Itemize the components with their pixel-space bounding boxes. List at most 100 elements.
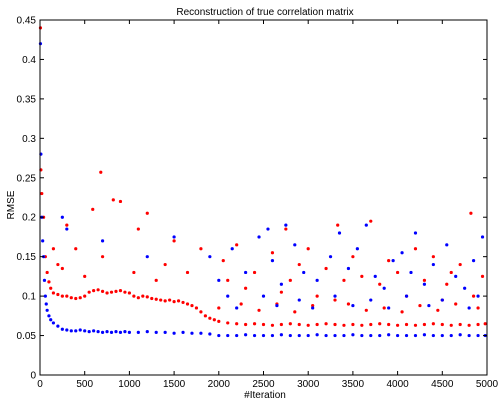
data-point-s0-47: [235, 322, 239, 326]
data-point-s1-18: [83, 329, 87, 333]
data-point-s0-42: [203, 314, 207, 318]
x-tick-label-7: 3500: [342, 379, 365, 390]
data-point-s0-140: [436, 308, 440, 312]
data-point-s0-20: [105, 291, 109, 295]
data-point-s0-109: [480, 274, 485, 278]
data-point-s1-65: [458, 333, 462, 337]
y-tick-label-5: 0.25: [17, 173, 37, 184]
data-point-s1-31: [154, 330, 158, 334]
data-point-s0-34: [168, 298, 172, 302]
data-point-s0-10: [60, 294, 64, 298]
data-point-s0-120: [56, 262, 60, 267]
data-point-s1-29: [136, 330, 140, 334]
data-point-s1-47: [297, 333, 301, 338]
data-point-s0-12: [69, 296, 73, 300]
data-point-s0-32: [159, 298, 163, 302]
data-point-s0-24: [123, 290, 127, 294]
data-point-s0-39: [190, 303, 194, 308]
data-point-s1-82: [355, 247, 359, 251]
data-point-s0-25: [127, 291, 131, 295]
data-point-s1-6: [43, 294, 47, 298]
data-point-s0-29: [145, 295, 149, 299]
data-point-s1-12: [56, 324, 60, 328]
data-point-s0-43: [208, 316, 212, 320]
data-point-s1-16: [74, 329, 78, 333]
data-point-s1-71: [266, 227, 270, 231]
x-tick-label-0: 0: [37, 379, 43, 390]
data-point-s0-40: [194, 306, 199, 310]
data-point-s0-19: [100, 289, 105, 293]
y-tick-label-9: 0.45: [17, 16, 37, 27]
data-point-s0-17: [92, 288, 96, 293]
data-point-s0-75: [483, 322, 487, 326]
x-tick-label-5: 2500: [252, 379, 275, 390]
data-point-s0-48: [244, 322, 248, 327]
data-point-s1-60: [413, 333, 418, 338]
data-point-s1-99: [279, 282, 283, 286]
data-point-s1-86: [208, 255, 212, 259]
data-point-s0-100: [163, 262, 167, 267]
x-axis-label: #Iteration: [244, 390, 286, 401]
data-point-s1-48: [306, 333, 310, 338]
data-point-s1-112: [235, 306, 239, 310]
data-point-s0-27: [136, 296, 140, 300]
data-point-s1-70: [65, 227, 69, 231]
data-point-s1-54: [360, 333, 364, 338]
data-point-s1-103: [463, 286, 467, 290]
data-point-s1-114: [311, 306, 315, 310]
data-point-s1-87: [270, 259, 275, 263]
data-point-s1-37: [208, 332, 212, 336]
data-point-s0-83: [369, 219, 373, 223]
data-point-s1-83: [400, 251, 404, 255]
data-point-s1-88: [328, 255, 333, 259]
data-point-s0-78: [111, 198, 115, 202]
data-point-s0-138: [364, 308, 368, 312]
data-point-s1-80: [293, 243, 297, 247]
data-point-s0-106: [185, 270, 190, 275]
y-tick-label-6: 0.3: [22, 134, 36, 145]
data-point-s0-15: [83, 294, 87, 298]
data-point-s1-91: [471, 259, 476, 263]
data-point-s0-30: [150, 296, 154, 301]
data-point-s1-84: [445, 243, 449, 247]
data-point-s1-9: [47, 314, 51, 318]
x-tick-label-3: 1500: [163, 379, 186, 390]
x-tick-label-1: 500: [76, 379, 93, 390]
data-point-s1-56: [378, 333, 382, 338]
y-tick-label-1: 0.05: [17, 331, 37, 342]
data-point-s1-105: [261, 294, 266, 298]
data-point-s0-97: [387, 259, 391, 263]
data-point-s0-8: [51, 291, 56, 295]
data-point-s1-22: [100, 330, 105, 334]
data-point-s1-97: [454, 274, 458, 278]
data-point-s1-110: [440, 298, 444, 302]
data-point-s0-92: [270, 251, 275, 255]
data-point-s1-108: [369, 298, 373, 302]
data-point-s0-107: [252, 270, 257, 275]
data-point-s1-77: [257, 235, 261, 239]
data-point-s1-20: [92, 329, 96, 333]
data-point-s0-124: [333, 298, 337, 302]
data-point-s1-19: [87, 330, 91, 334]
data-point-s0-46: [226, 321, 230, 325]
data-point-s1-40: [235, 333, 239, 338]
data-point-s1-8: [45, 308, 49, 312]
data-point-s0-119: [51, 247, 56, 251]
data-point-s0-74: [476, 322, 480, 327]
data-point-s1-39: [226, 333, 230, 338]
data-point-s0-134: [454, 302, 458, 306]
data-point-s1-38: [217, 333, 221, 338]
data-point-s0-127: [471, 294, 476, 298]
data-point-s1-111: [476, 294, 480, 298]
data-point-s1-78: [337, 231, 342, 235]
data-point-s0-113: [422, 278, 427, 282]
data-point-s0-71: [449, 323, 453, 327]
data-point-s0-130: [311, 303, 315, 308]
data-point-s0-73: [467, 323, 471, 327]
data-point-s1-73: [364, 223, 368, 227]
data-point-s0-86: [136, 227, 140, 231]
data-point-s0-28: [141, 294, 145, 298]
data-point-s1-52: [342, 333, 346, 338]
y-tick-label-4: 0.2: [22, 213, 36, 224]
